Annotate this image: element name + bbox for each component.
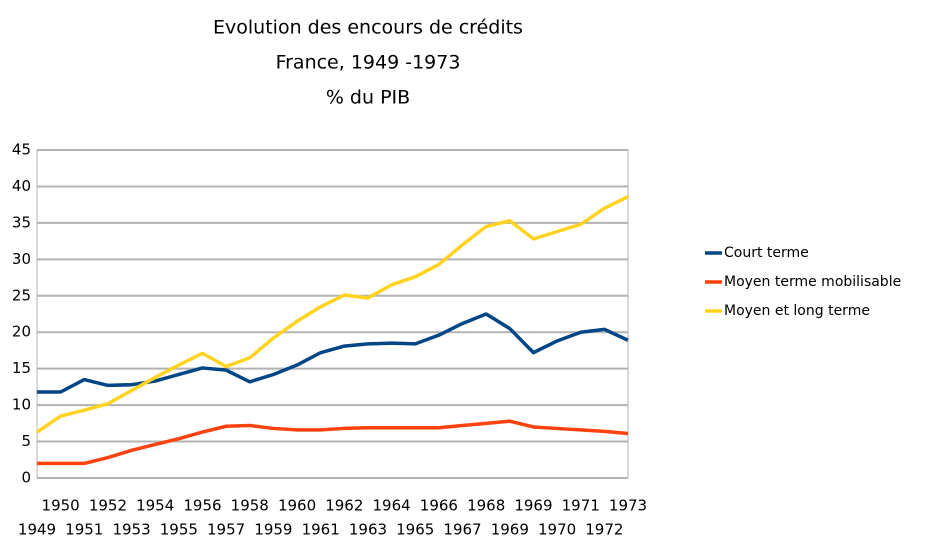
x-tick-label: 1965	[396, 521, 434, 539]
x-tick-label: 1953	[112, 521, 150, 539]
x-tick-label: 1956	[183, 497, 221, 515]
series-line	[37, 419, 629, 466]
y-tick-label: 20	[12, 323, 31, 341]
y-tick-label: 5	[21, 432, 31, 450]
legend-label: Court terme	[724, 245, 809, 261]
x-tick-label: 1957	[207, 521, 245, 539]
x-tick-label: 1958	[231, 497, 269, 515]
x-tick-label: 1966	[420, 497, 458, 515]
x-tick-label: 1951	[65, 521, 103, 539]
x-tick-label: 1969	[491, 521, 529, 539]
chart-subtitle: France, 1949 -1973	[276, 52, 461, 74]
y-tick-label: 30	[12, 250, 31, 268]
y-tick-label: 40	[12, 177, 31, 195]
legend-label: Moyen et long terme	[724, 303, 870, 319]
x-tick-label: 1955	[160, 521, 198, 539]
x-tick-label: 1954	[136, 497, 174, 515]
legend-label: Moyen terme mobilisable	[724, 274, 901, 290]
y-tick-label: 15	[12, 359, 31, 377]
x-tick-label: 1968	[467, 497, 505, 515]
x-tick-label: 1972	[585, 521, 623, 539]
series-line	[36, 195, 629, 434]
x-tick-label: 1963	[349, 521, 387, 539]
y-tick-label: 10	[12, 396, 31, 414]
x-tick-label: 1973	[609, 497, 647, 515]
x-tick-label: 1970	[538, 521, 576, 539]
y-tick-label: 35	[12, 213, 31, 231]
x-tick-label: 1967	[443, 521, 481, 539]
x-tick-label: 1960	[278, 497, 316, 515]
y-tick-label: 0	[21, 469, 31, 487]
x-tick-label: 1964	[373, 497, 411, 515]
x-tick-label: 1950	[42, 497, 80, 515]
x-tick-label: 1959	[254, 521, 292, 539]
y-axis-label: % du PIB	[326, 87, 410, 109]
x-tick-label: 1952	[89, 497, 127, 515]
series-line	[37, 312, 629, 394]
chart-title: Evolution des encours de crédits	[213, 17, 523, 39]
y-tick-label: 45	[12, 141, 31, 159]
x-tick-label: 1961	[302, 521, 340, 539]
x-tick-label: 1949	[18, 521, 56, 539]
x-tick-label: 1971	[562, 497, 600, 515]
x-tick-label: 1962	[325, 497, 363, 515]
x-tick-label: 1969	[514, 497, 552, 515]
y-tick-label: 25	[12, 286, 31, 304]
